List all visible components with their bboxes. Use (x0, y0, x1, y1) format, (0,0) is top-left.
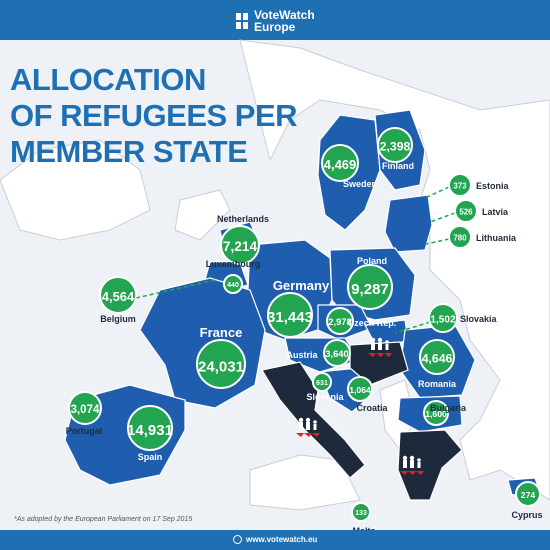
slovakia-leader-line (394, 321, 431, 334)
austria-allocation-value: 3,640 (325, 349, 348, 359)
estonia-label: Estonia (476, 181, 510, 191)
cyprus-bubble (515, 481, 541, 507)
allocation-bubbles: 4,469 Sweden 2,398 Finland 373 Estonia 526 Latv… (66, 127, 543, 536)
netherlands-bubble (220, 225, 260, 265)
latvia-allocation-value: 526 (459, 208, 473, 217)
latvia-leader-line (429, 212, 456, 223)
baltics-shape (384, 194, 433, 253)
malta-bubble (351, 502, 371, 522)
finland-label: Finland (382, 161, 414, 171)
leader-lines (135, 186, 456, 334)
estonia-leader-line (424, 186, 450, 199)
netherlands-label: Netherlands (217, 214, 269, 224)
website-link[interactable]: www.votewatch.eu (233, 535, 317, 544)
croatia-allocation-value: 1,064 (349, 385, 371, 395)
czech-rep-bubble (326, 307, 354, 335)
belgium-label: Belgium (100, 314, 136, 324)
bulgaria-label: Bulgaria (430, 403, 467, 413)
france-allocation-value: 24,031 (198, 359, 244, 376)
netherlands-allocation-value: 7,214 (223, 239, 258, 254)
malta-allocation-value: 133 (355, 510, 367, 517)
germany-label: Germany (273, 278, 330, 293)
sweden-allocation-value: 4,469 (324, 157, 356, 172)
title-line-1: ALLOCATION (10, 62, 206, 97)
globe-icon (233, 535, 242, 544)
spain-allocation-value: 14,931 (127, 422, 173, 439)
bulgaria-allocation-value: 1,600 (425, 409, 447, 419)
luxembourg-label: Luxembourg (206, 259, 261, 269)
bulgaria-bubble (423, 400, 449, 426)
refugee-icons (296, 337, 424, 475)
refugee-family-icon (296, 417, 320, 437)
romania-label: Romania (418, 379, 457, 389)
portugal-label: Portugal (66, 426, 103, 436)
poland-allocation-value: 9,287 (351, 281, 389, 298)
ballot-box-icon (236, 13, 248, 29)
greece-shape (397, 429, 463, 501)
czech-rep-allocation-value: 2,978 (328, 317, 351, 327)
sweden-bubble (321, 144, 359, 182)
brand-line-1: VoteWatch (254, 8, 315, 22)
spain-bubble (127, 405, 173, 451)
frontline-states (261, 341, 463, 501)
france-shape (139, 277, 266, 409)
title-line-3: MEMBER STATE (10, 134, 248, 169)
slovakia-label: Slovakia (460, 314, 498, 324)
austria-label: Austria (286, 350, 318, 360)
slovenia-label: Slovenia (306, 392, 344, 402)
germany-allocation-value: 31,443 (267, 309, 313, 326)
header-bar (0, 0, 550, 40)
romania-allocation-value: 4,646 (422, 351, 453, 365)
croatia-label: Croatia (356, 403, 388, 413)
lithuania-leader-line (425, 238, 450, 245)
croatia-bubble (347, 376, 373, 402)
czech-rep-label: Czech Rep. (348, 318, 397, 328)
slovakia-bubble (428, 303, 458, 333)
belgium-bubble (99, 276, 137, 314)
lithuania-allocation-value: 780 (453, 234, 467, 243)
votewatch-logo: VoteWatch Europe (234, 6, 324, 36)
refugee-family-icon (400, 455, 424, 475)
portugal-allocation-value: 3,074 (71, 404, 100, 416)
footer-bar (0, 530, 550, 550)
romania-bubble (419, 339, 455, 375)
brand-line-2: Europe (254, 20, 296, 34)
poland-label: Poland (357, 256, 387, 266)
italy-shape (261, 361, 366, 479)
france-label: France (200, 325, 243, 340)
estonia-bubble (448, 173, 472, 197)
slovakia-allocation-value: 1,502 (430, 314, 456, 325)
lithuania-bubble (448, 225, 472, 249)
latvia-label: Latvia (482, 207, 509, 217)
page-title: ALLOCATION OF REFUGEES PER MEMBER STATE (10, 62, 298, 170)
cyprus-allocation-value: 274 (521, 490, 536, 500)
france-bubble (196, 339, 246, 389)
sweden-label: Sweden (343, 179, 377, 189)
hungary-shape (349, 341, 409, 386)
germany-bubble (267, 292, 313, 338)
poland-bubble (347, 264, 393, 310)
estonia-allocation-value: 373 (453, 182, 467, 191)
lithuania-label: Lithuania (476, 233, 517, 243)
footnote: *As adopted by the European Parliament o… (14, 516, 193, 523)
finland-allocation-value: 2,398 (380, 139, 411, 153)
slovenia-allocation-value: 631 (316, 380, 328, 387)
belgium-allocation-value: 4,564 (102, 289, 135, 304)
title-line-2: OF REFUGEES PER (10, 98, 298, 133)
website-url: www.votewatch.eu (246, 535, 318, 544)
portugal-bubble (68, 391, 102, 425)
spain-label: Spain (138, 452, 163, 462)
slovenia-bubble (312, 372, 332, 392)
austria-bubble (323, 339, 351, 367)
cyprus-label: Cyprus (511, 510, 542, 520)
latvia-bubble (454, 199, 478, 223)
luxembourg-allocation-value: 440 (227, 282, 239, 289)
finland-bubble (377, 127, 413, 163)
refugee-family-icon (368, 337, 392, 357)
luxembourg-bubble (223, 274, 243, 294)
